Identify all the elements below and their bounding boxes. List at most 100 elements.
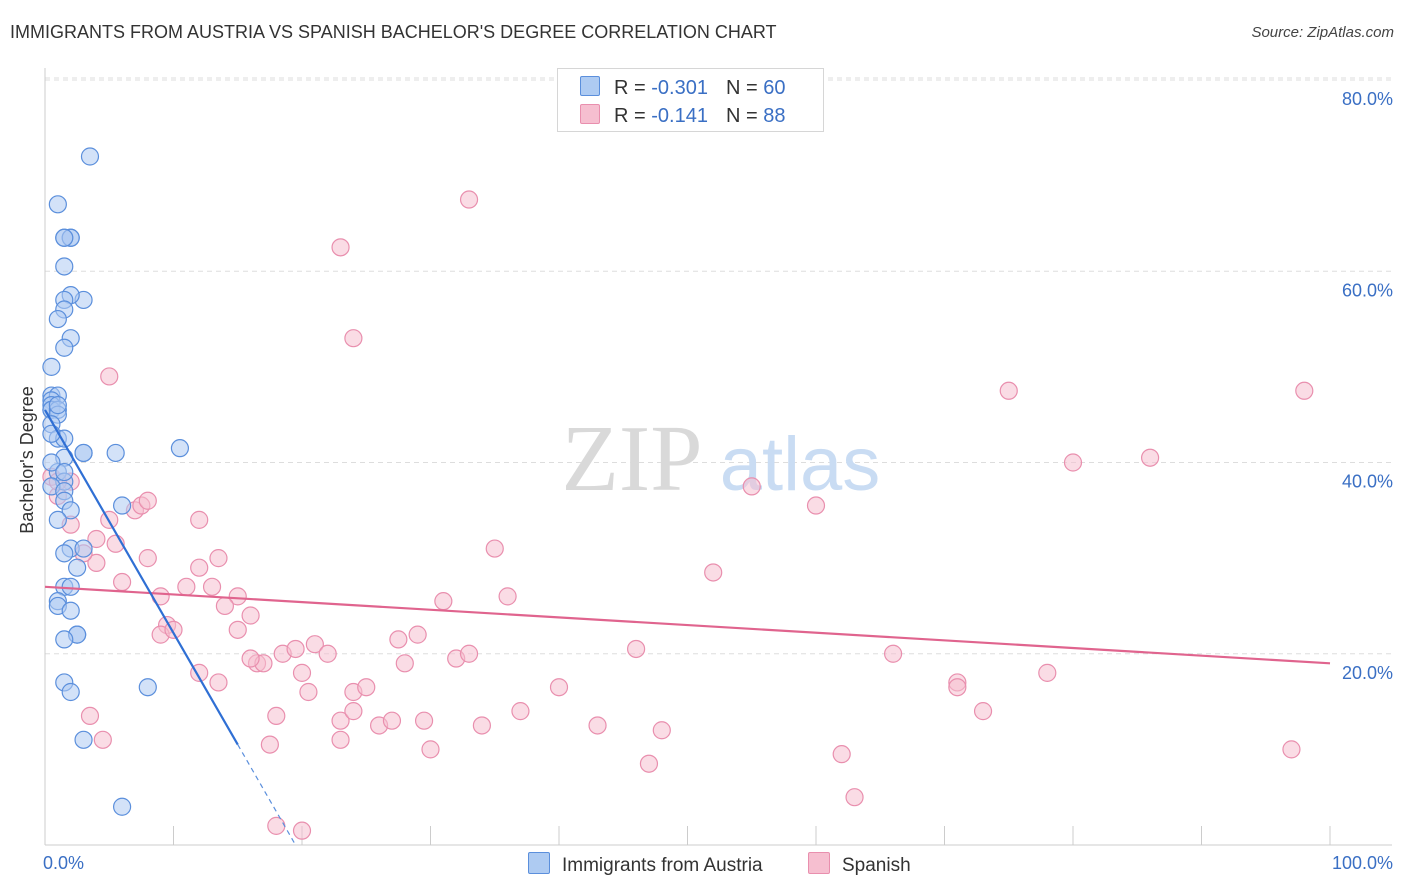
spanish-point <box>1295 381 1314 400</box>
watermark-zip: ZIP <box>562 407 703 511</box>
spanish-point <box>190 510 209 529</box>
chart-title: IMMIGRANTS FROM AUSTRIA VS SPANISH BACHE… <box>10 22 777 42</box>
spanish-point <box>87 553 106 573</box>
y-tick-label: 40.0% <box>1342 472 1393 492</box>
bottom-legend-label-austria: Immigrants from Austria <box>562 855 763 876</box>
x-tick-label-min: 0.0% <box>43 853 84 873</box>
spanish-point <box>318 644 337 663</box>
spanish-point <box>472 716 491 735</box>
spanish-point <box>292 663 312 682</box>
spanish-point <box>832 745 851 764</box>
bottom-legend-label-spanish: Spanish <box>842 855 911 876</box>
spanish-point <box>704 563 723 582</box>
spanish-point <box>138 549 157 568</box>
watermark: ZIP atlas <box>562 407 881 511</box>
legend-n-label: N = <box>725 105 764 127</box>
austria-point <box>170 439 190 458</box>
austria-point <box>74 730 93 749</box>
legend-row-austria: R = -0.301 N = 60 <box>580 76 785 102</box>
spanish-point <box>549 678 569 697</box>
spanish-point <box>742 477 761 496</box>
spanish-point <box>331 711 350 730</box>
spanish-point <box>382 711 402 730</box>
austria-point <box>55 462 74 482</box>
spanish-point <box>511 702 530 721</box>
spanish-point <box>639 754 659 773</box>
spanish-point <box>948 678 967 697</box>
spanish-point <box>100 367 119 386</box>
spanish-point <box>228 587 247 606</box>
spanish-point <box>1140 448 1160 467</box>
legend-n-label: N = <box>725 77 764 99</box>
spanish-point <box>305 635 324 654</box>
spanish-point <box>459 644 479 663</box>
spanish-trend-line <box>44 585 1331 665</box>
spanish-point <box>498 587 517 606</box>
spanish-point <box>999 381 1018 400</box>
austria-point <box>55 228 74 247</box>
legend-row-spanish: R = -0.141 N = 88 <box>580 104 785 130</box>
austria-point <box>61 682 80 702</box>
spanish-point <box>845 788 864 807</box>
source-credit: Source: ZipAtlas.com <box>1251 24 1394 41</box>
spanish-point <box>485 539 504 558</box>
spanish-point <box>1038 663 1057 682</box>
austria-point <box>55 257 74 276</box>
spanish-point <box>806 496 826 515</box>
austria-point <box>61 501 80 520</box>
spanish-point <box>87 529 106 549</box>
austria-point <box>74 539 93 558</box>
spanish-point <box>177 577 196 596</box>
austria-point <box>55 544 74 563</box>
x-tick-label-max: 100.0% <box>1332 853 1393 873</box>
bottom-legend-spanish: Spanish <box>808 852 911 877</box>
bottom-legend-swatch-austria <box>528 852 550 874</box>
austria-point <box>74 443 93 463</box>
legend-swatch-spanish <box>580 104 600 124</box>
austria-point <box>55 630 74 649</box>
austria-point <box>42 453 61 472</box>
spanish-point <box>973 702 993 721</box>
austria-point <box>48 309 67 329</box>
spanish-point <box>395 654 414 673</box>
spanish-point <box>459 190 479 209</box>
austria-point <box>138 678 157 697</box>
bottom-legend-swatch-spanish <box>808 852 830 874</box>
austria-trend-extension <box>237 744 297 846</box>
austria-point <box>42 357 61 376</box>
watermark-atlas: atlas <box>720 422 881 507</box>
legend-r-label: R = <box>614 77 652 99</box>
spanish-point <box>215 596 234 616</box>
austria-point <box>48 195 67 214</box>
austria-point <box>55 338 74 357</box>
spanish-point <box>260 735 279 754</box>
austria-point <box>48 396 67 415</box>
spanish-point <box>588 716 607 735</box>
austria-point <box>48 510 67 529</box>
spanish-point <box>299 682 318 702</box>
spanish-point <box>357 678 376 697</box>
spanish-point <box>286 639 305 659</box>
spanish-point <box>408 625 427 644</box>
legend-swatch-austria <box>580 76 600 96</box>
spanish-point <box>228 620 247 639</box>
spanish-point <box>344 329 363 348</box>
spanish-point <box>1282 740 1301 759</box>
spanish-point <box>267 706 286 726</box>
spanish-point <box>267 816 286 835</box>
spanish-point <box>241 649 260 668</box>
legend-r-label: R = <box>614 105 652 127</box>
spanish-point <box>241 606 260 625</box>
spanish-point <box>93 730 112 749</box>
legend-r-value: -0.301 <box>651 77 708 99</box>
spanish-point <box>190 558 209 577</box>
austria-point <box>68 558 87 577</box>
spanish-point <box>202 577 222 596</box>
spanish-point <box>389 630 408 649</box>
spanish-point <box>626 639 646 659</box>
austria-point <box>106 443 125 463</box>
austria-point <box>112 496 132 515</box>
y-tick-label: 60.0% <box>1342 280 1393 300</box>
stats-legend: R = -0.301 N = 60 R = -0.141 N = 88 <box>557 68 824 132</box>
